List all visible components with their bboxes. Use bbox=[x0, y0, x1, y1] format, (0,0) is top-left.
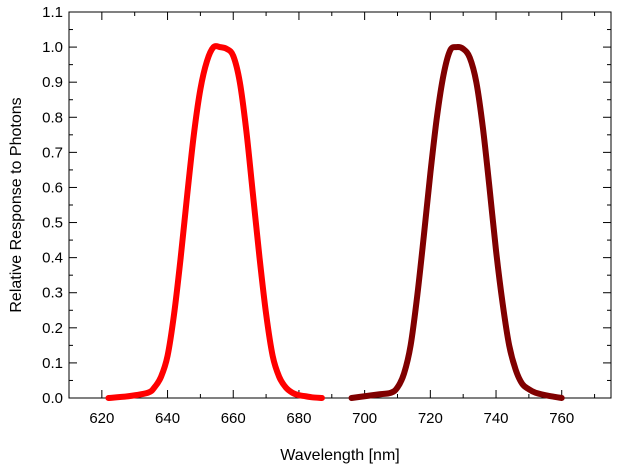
y-tick-label: 0.8 bbox=[42, 109, 63, 126]
plot-frame bbox=[68, 11, 612, 399]
y-tick-label: 0.7 bbox=[42, 144, 63, 161]
y-tick-label: 0.3 bbox=[42, 285, 63, 302]
x-tick-label: 760 bbox=[549, 410, 574, 427]
x-tick-label: 640 bbox=[155, 410, 180, 427]
y-tick-label: 0.5 bbox=[42, 215, 63, 232]
y-tick-label: 0.2 bbox=[42, 320, 63, 337]
y-tick-label: 0.0 bbox=[42, 390, 63, 407]
y-tick-label: 0.9 bbox=[42, 74, 63, 91]
y-axis-label: Relative Response to Photons bbox=[8, 97, 25, 312]
x-tick-label: 620 bbox=[89, 410, 114, 427]
series-line-2 bbox=[348, 43, 565, 401]
x-tick-label: 680 bbox=[286, 410, 311, 427]
y-tick-label: 0.6 bbox=[42, 179, 63, 196]
x-tick-label: 700 bbox=[352, 410, 377, 427]
x-tick-label: 740 bbox=[484, 410, 509, 427]
y-axis-ticks: 0.0 0.1 0.2 0.3 0.4 0.5 0.6 0.7 0.8 0.9 1.0 1.1 bbox=[42, 4, 611, 407]
x-axis-ticks: 620 640 660 680 700 720 740 760 bbox=[68, 12, 596, 427]
y-tick-label: 1.1 bbox=[42, 4, 63, 21]
series-line-1 bbox=[105, 42, 325, 401]
x-tick-label: 720 bbox=[418, 410, 443, 427]
y-tick-label: 0.4 bbox=[42, 250, 63, 267]
y-tick-label: 1.0 bbox=[42, 39, 63, 56]
y-tick-label: 0.1 bbox=[42, 355, 63, 372]
x-axis-label: Wavelength [nm] bbox=[280, 447, 399, 464]
x-tick-label: 660 bbox=[221, 410, 246, 427]
series-layer bbox=[105, 42, 565, 401]
